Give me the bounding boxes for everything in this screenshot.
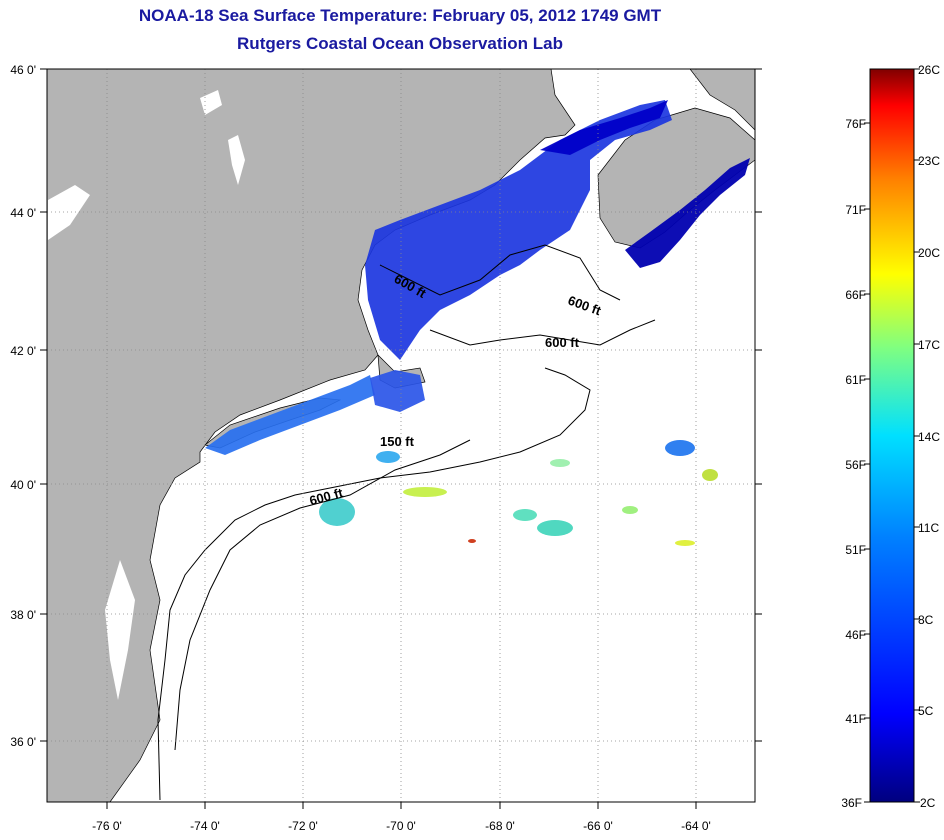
sst-patch xyxy=(702,469,718,481)
lake xyxy=(228,135,245,185)
sst-patch xyxy=(665,440,695,456)
colorbar-celsius-label: 11C xyxy=(918,521,939,535)
lon-label: -74 0' xyxy=(190,819,220,833)
lat-label: 44 0' xyxy=(10,206,36,220)
colorbar-celsius-label: 23C xyxy=(918,154,940,168)
lon-label: -70 0' xyxy=(386,819,416,833)
lat-label: 42 0' xyxy=(10,344,36,358)
sst-long-island-sound xyxy=(205,375,375,455)
land-us-mainland xyxy=(47,69,576,802)
sst-patch xyxy=(440,432,480,448)
colorbar-fahrenheit-label: 76F xyxy=(845,117,866,131)
colorbar-fahrenheit-label: 36F xyxy=(841,796,862,810)
map-title-line2: Rutgers Coastal Ocean Observation Lab xyxy=(237,34,563,53)
lon-label: -72 0' xyxy=(288,819,318,833)
contour-line-600ft-georges xyxy=(429,319,656,346)
colorbar-celsius-label: 20C xyxy=(918,246,940,260)
lon-label: -66 0' xyxy=(583,819,613,833)
contour-line-150ft xyxy=(174,439,471,751)
lon-label: -64 0' xyxy=(681,819,711,833)
colorbar-fahrenheit-label: 61F xyxy=(845,373,866,387)
sst-patch xyxy=(319,498,355,526)
lat-label: 38 0' xyxy=(10,608,36,622)
colorbar-celsius-label: 26C xyxy=(918,63,940,77)
lon-label: -76 0' xyxy=(92,819,122,833)
colorbar-fahrenheit-label: 66F xyxy=(845,288,866,302)
lat-label: 36 0' xyxy=(10,735,36,749)
sst-patch xyxy=(550,459,570,467)
lat-label: 46 0' xyxy=(10,63,36,77)
colorbar-fahrenheit-label: 56F xyxy=(845,458,866,472)
colorbar-celsius-label: 17C xyxy=(918,338,940,352)
lon-label: -68 0' xyxy=(485,819,515,833)
contour-line-600ft-shelf xyxy=(157,367,591,801)
sst-bay-of-fundy xyxy=(540,100,668,155)
contour-line-600ft-gulf xyxy=(379,244,621,301)
colorbar-celsius-label: 14C xyxy=(918,430,940,444)
colorbar-fahrenheit-label: 51F xyxy=(845,543,866,557)
lake xyxy=(200,90,222,115)
sst-patch xyxy=(675,540,695,546)
sst-patch xyxy=(403,487,447,497)
contour-label: 600 ft xyxy=(545,335,580,350)
sst-scotian-shelf xyxy=(625,158,750,268)
lat-label: 40 0' xyxy=(10,478,36,492)
sst-patch xyxy=(537,520,573,536)
colorbar xyxy=(869,68,915,803)
sst-patch xyxy=(376,451,400,463)
map-title-line1: NOAA-18 Sea Surface Temperature: Februar… xyxy=(138,6,662,25)
colorbar-fahrenheit-label: 71F xyxy=(845,203,866,217)
contour-label: 150 ft xyxy=(380,434,415,449)
colorbar-celsius-label: 2C xyxy=(920,796,936,810)
sst-patch xyxy=(622,506,638,514)
bay xyxy=(105,560,135,700)
axis-ticks xyxy=(40,68,762,809)
land-cape-breton xyxy=(689,69,755,131)
colorbar-fahrenheit-label: 46F xyxy=(845,628,866,642)
colorbar-celsius-label: 5C xyxy=(918,704,934,718)
colorbar-ticks xyxy=(864,68,920,803)
lake xyxy=(48,185,90,240)
sst-patch xyxy=(513,509,537,521)
sst-nantucket xyxy=(370,370,425,412)
sst-gulf-of-maine xyxy=(365,100,672,360)
sst-patch xyxy=(468,539,476,543)
colorbar-fahrenheit-label: 41F xyxy=(845,712,866,726)
colorbar-celsius-label: 8C xyxy=(918,613,934,627)
